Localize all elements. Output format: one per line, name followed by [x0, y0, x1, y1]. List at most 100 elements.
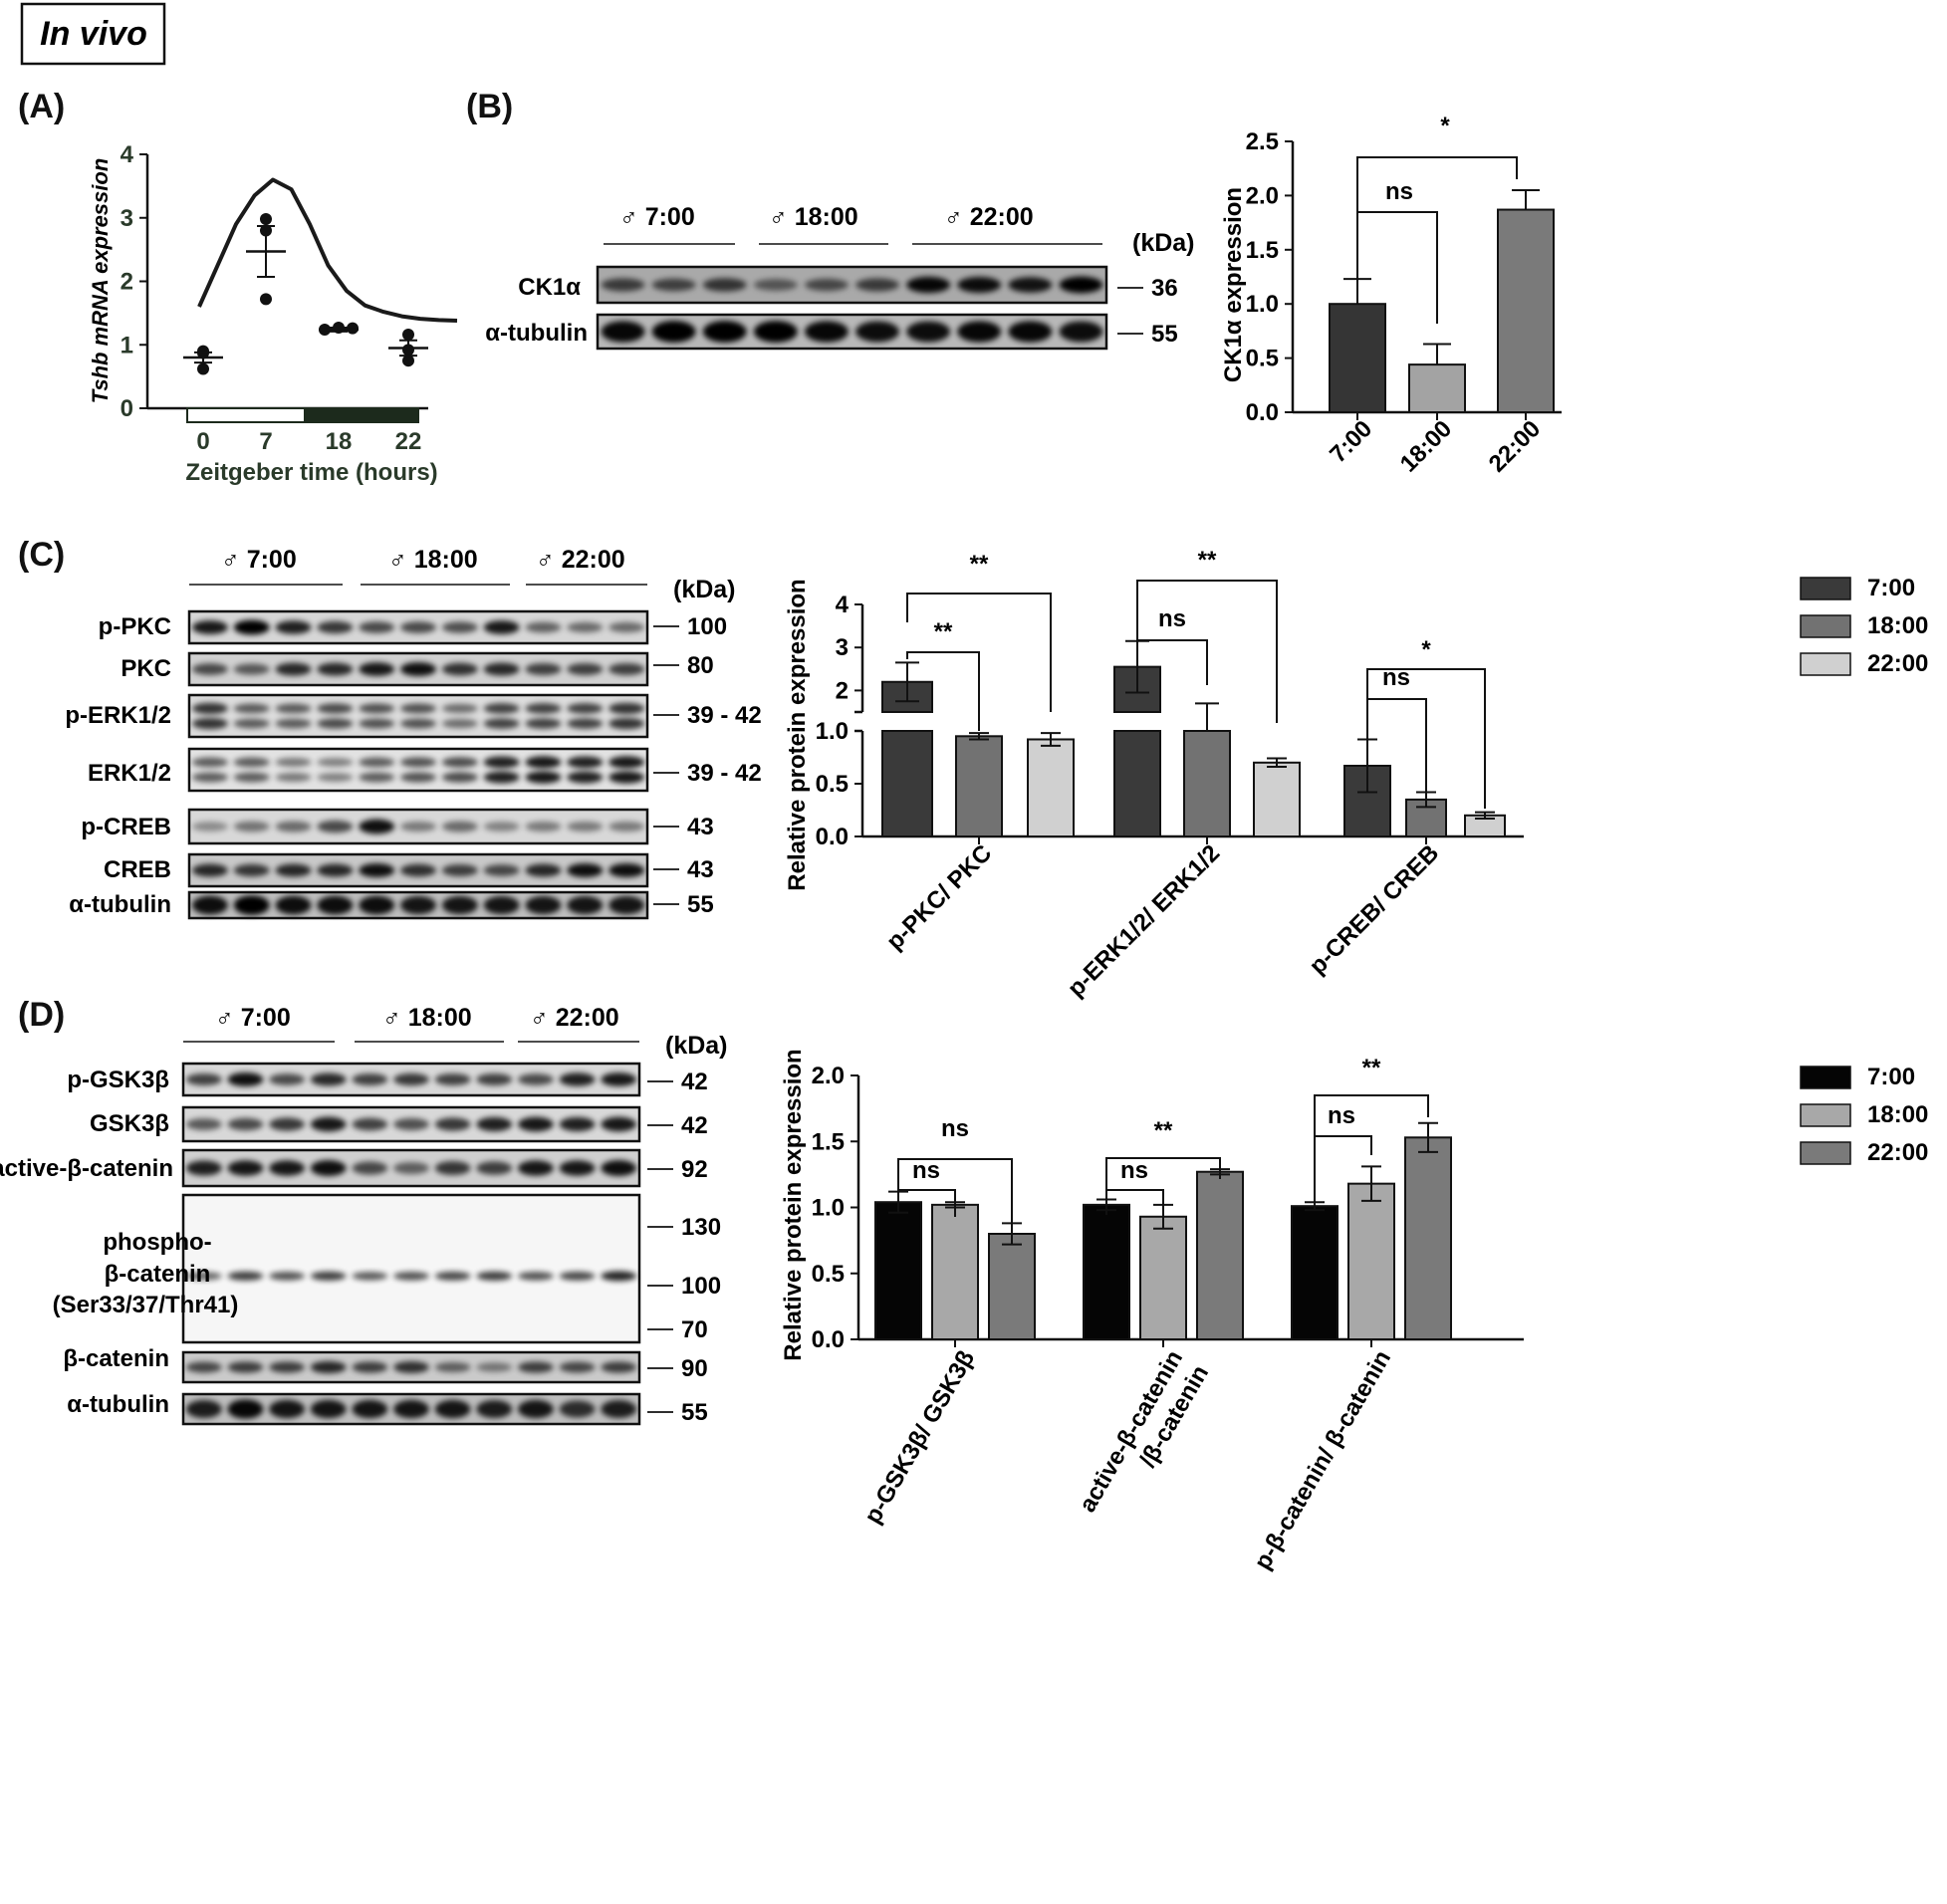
c-ytick-label: 2 [836, 677, 849, 704]
invivo-box [20, 2, 166, 66]
c-strip-6-band [400, 895, 436, 915]
c-mw-label: 55 [687, 891, 714, 918]
c-strip-3-band [483, 756, 520, 769]
c-strip-0-band [400, 621, 436, 633]
c-strip-2-band [191, 717, 228, 730]
d-legend-swatch [1800, 1066, 1851, 1089]
c-strip-0-band [317, 620, 354, 634]
c-strip-2-band [191, 702, 228, 715]
d-mw-label: 92 [681, 1156, 708, 1183]
b-bar [1329, 303, 1386, 414]
c-strip-3-band [359, 772, 395, 783]
d-strip-3-band [434, 1271, 471, 1281]
c-strip-4-band [233, 821, 270, 833]
c-mw-label: 43 [687, 814, 714, 840]
c-strip-5-band [525, 863, 562, 877]
c-strip-5-band [359, 862, 395, 878]
c-strip-1-band [359, 662, 395, 676]
panel-d-blot: ♂ 7:00 ♂ 18:00 ♂ 22:00 (kDa) p-GSK3β GSK3… [0, 1004, 728, 1426]
c-ytick-label: 3 [836, 634, 849, 661]
panel-d-chart: Relative protein expression 0.0 0.5 1.0 1.5… [780, 1049, 1928, 1574]
c-strip-1-band [608, 662, 645, 676]
d-xtick-label: p-GSK3β/ GSK3β [859, 1346, 980, 1529]
panel-b-blot: ♂ 7:00 ♂ 18:00 ♂ 22:00 (kDa) CK1α α-tubul… [485, 203, 1195, 351]
c-strip-6-band [567, 895, 604, 915]
b-bar [1408, 363, 1466, 413]
a-ytick-label: 2 [121, 269, 133, 296]
d-strip-0-band [310, 1072, 347, 1086]
d-sig-outer-1: ns [941, 1115, 969, 1142]
c-strip-4-band [400, 821, 436, 833]
d-strip-2-band [476, 1161, 513, 1175]
d-strip-0-band [227, 1071, 264, 1087]
c-strip-0-band [567, 621, 604, 633]
c-strip-1-band [275, 662, 312, 676]
d-strip-3-frame [181, 1193, 641, 1344]
d-mw-label: 70 [681, 1316, 708, 1343]
d-strip-4-band [518, 1361, 554, 1373]
c-strip-5-band [483, 864, 520, 876]
c-strip-3-band [275, 757, 312, 767]
c-strip-1-band [400, 661, 436, 677]
c-group-label-3: ♂ 22:00 [536, 546, 625, 574]
a-xtick-label: 22 [395, 428, 422, 455]
d-strip-3-band [393, 1272, 429, 1281]
c-row-label: α-tubulin [69, 891, 171, 918]
b-ck1a-strip-band [855, 278, 900, 292]
d-legend-swatch [1800, 1103, 1851, 1127]
d-strip-5-band [601, 1400, 637, 1418]
c-strip-2-band [483, 703, 520, 714]
c-strip-3-band [191, 757, 228, 768]
d-strip-1-band [310, 1116, 347, 1132]
c-group-label-1: ♂ 7:00 [221, 546, 297, 574]
c-strip-0-band [275, 620, 312, 634]
d-strip-4-band [434, 1361, 471, 1373]
b-group-label-3: ♂ 22:00 [944, 203, 1034, 231]
d-strip-4-band [269, 1361, 305, 1373]
c-strip-1-band [525, 662, 562, 676]
c-strip-5-band [317, 863, 354, 877]
b-ck1a-strip-band [601, 278, 645, 292]
d-kda-label: (kDa) [665, 1032, 728, 1060]
b-bracket-star [1356, 156, 1518, 299]
b-tubulin-strip-band [804, 321, 849, 343]
c-row-label: PKC [121, 655, 171, 682]
d-ytick-label: 2.0 [812, 1063, 845, 1089]
d-strip-2-band [269, 1160, 305, 1176]
c-ytick-label: 4 [836, 592, 850, 618]
panel-a-chart: Tshb mRNA expression Zeitgeber time (hou… [88, 141, 458, 486]
c-strip-0-band [441, 621, 478, 633]
d-row-label: GSK3β [90, 1110, 169, 1137]
d-strip-4-band [310, 1360, 347, 1374]
c-xtick-label: p-ERK1/2/ ERK1/2 [1063, 839, 1225, 1002]
c-strip-3-band [359, 757, 395, 768]
c-strip-3-band [317, 758, 354, 767]
d-bracket-inner-1 [897, 1189, 956, 1217]
d-mw-label: 130 [681, 1214, 721, 1241]
d-strip-5-band [352, 1399, 388, 1419]
panel-c-blot: ♂ 7:00 ♂ 18:00 ♂ 22:00 (kDa) p-PKC 100 PKC… [65, 546, 762, 920]
a-data-point [260, 213, 272, 226]
c-strip-4-band [275, 821, 312, 833]
a-data-point [197, 362, 209, 375]
d-bar [988, 1233, 1036, 1340]
b-ck1a-strip-band [651, 278, 696, 292]
c-strip-3-band [400, 772, 436, 783]
c-strip-0-band [359, 621, 395, 633]
c-row-label: p-CREB [81, 814, 171, 840]
b-group-label-2: ♂ 18:00 [769, 203, 858, 231]
d-group-label-3: ♂ 22:00 [530, 1004, 619, 1032]
c-strip-6-band [525, 895, 562, 915]
c-strip-6-band [608, 895, 645, 915]
c-mw-label: 39 - 42 [687, 702, 762, 729]
b-ck1a-strip-band [753, 279, 798, 291]
c-ytick-label: 0.5 [816, 771, 849, 798]
c-strip-4-band [483, 822, 520, 832]
b-mw-ck1a: 36 [1151, 275, 1178, 302]
invivo-label: In vivo [40, 15, 147, 53]
c-strip-1-band [567, 662, 604, 676]
b-ytick-label: 1.5 [1246, 237, 1279, 264]
c-strip-6-band [483, 895, 520, 915]
c-strip-0-band [608, 621, 645, 633]
c-xtick-label: p-PKC/ PKC [881, 839, 997, 955]
